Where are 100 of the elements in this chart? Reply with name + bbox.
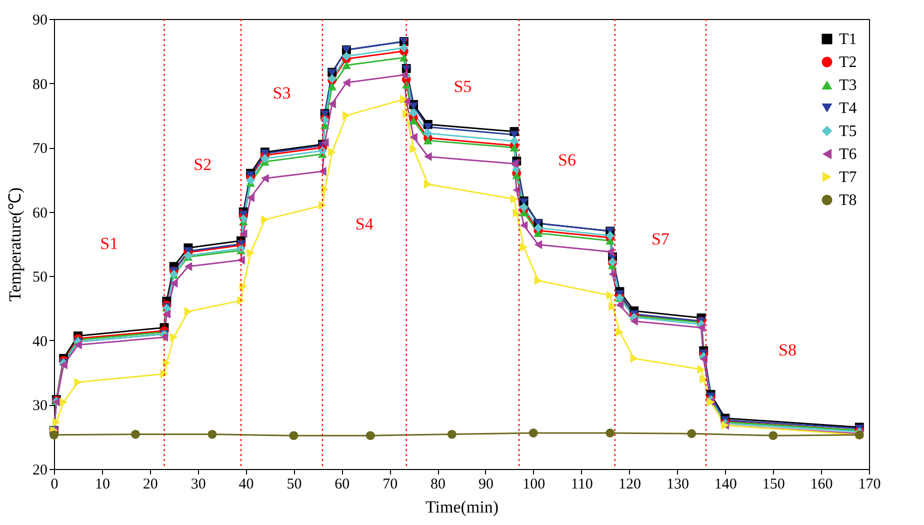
point [320,138,329,147]
point [261,215,269,224]
point [630,354,638,363]
annotation: S2 [194,154,212,174]
point [608,302,616,311]
point [400,43,408,52]
point [700,374,708,384]
point [409,116,418,124]
point [510,144,519,152]
point [616,328,624,337]
point [423,123,432,131]
annotation: S3 [272,84,291,103]
x-tick-label: 80 [430,476,446,492]
legend-label: T8 [839,192,857,209]
point [510,136,519,146]
point [328,82,337,90]
x-tick-label: 170 [858,476,881,492]
x-tick-label: 70 [382,476,398,492]
x-tick-label: 150 [762,476,785,492]
annotation: S7 [651,230,670,248]
point [74,340,82,350]
point [318,146,327,156]
y-axis-title: Temperature(℃) [6,188,24,302]
point [246,176,256,185]
point [606,290,614,300]
x-tick-label: 50 [286,476,302,492]
point [687,429,696,438]
x-tick-label: 140 [714,476,737,492]
point [424,180,432,189]
point [261,174,269,183]
point [239,282,248,291]
point [534,240,542,250]
point [170,332,178,342]
legend-label: T4 [839,100,857,117]
y-tick-label: 50 [32,270,48,286]
point [447,430,456,439]
point [512,186,521,194]
point [208,430,217,439]
point [534,276,542,286]
point [697,364,706,374]
annotation: S4 [355,214,374,234]
x-tick-label: 110 [570,476,593,492]
point [519,202,528,212]
y-tick-label: 80 [32,76,48,93]
point [616,300,624,310]
legend-label: T7 [839,169,857,186]
y-tick-label: 70 [32,141,48,158]
x-tick-label: 10 [94,476,110,492]
point [402,80,411,88]
annotation: S6 [558,150,576,170]
point [60,398,68,407]
point [50,430,58,440]
point [342,78,350,88]
point [400,54,408,62]
point [328,148,336,157]
point [528,428,538,438]
legend-label: T1 [839,31,857,48]
point [162,310,171,319]
point [328,99,336,108]
point [768,431,778,440]
point [402,110,410,119]
x-axis-title: Time(min) [425,498,499,516]
annotation: S1 [100,234,118,253]
x-tick-label: 130 [666,476,689,492]
point [320,184,329,194]
point [510,159,518,168]
point [700,354,708,364]
x-tick-label: 0 [50,476,58,492]
x-tick-label: 40 [238,476,254,492]
x-tick-label: 160 [810,476,833,492]
point [520,242,528,252]
point [366,431,375,440]
point [236,244,246,253]
point [606,428,615,438]
point [697,323,706,332]
annotation: S8 [778,340,796,360]
point [184,307,192,316]
point [318,166,326,176]
y-tick-label: 20 [32,462,48,478]
legend-label: T5 [839,123,857,140]
x-tick-label: 90 [478,476,494,492]
annotation: S5 [454,76,472,96]
y-tick-label: 90 [32,12,48,28]
point [246,193,254,202]
point [237,256,245,265]
point [342,110,350,120]
legend-label: T2 [839,54,857,71]
point [606,247,614,256]
point [512,208,521,218]
point [400,70,408,80]
point [239,229,248,238]
point [630,316,638,326]
point [410,144,418,154]
point [410,132,418,142]
point [534,223,543,232]
point [510,194,518,204]
x-tick-label: 60 [334,476,350,492]
legend-label: T6 [839,146,857,163]
point [289,431,298,440]
point [423,128,432,138]
